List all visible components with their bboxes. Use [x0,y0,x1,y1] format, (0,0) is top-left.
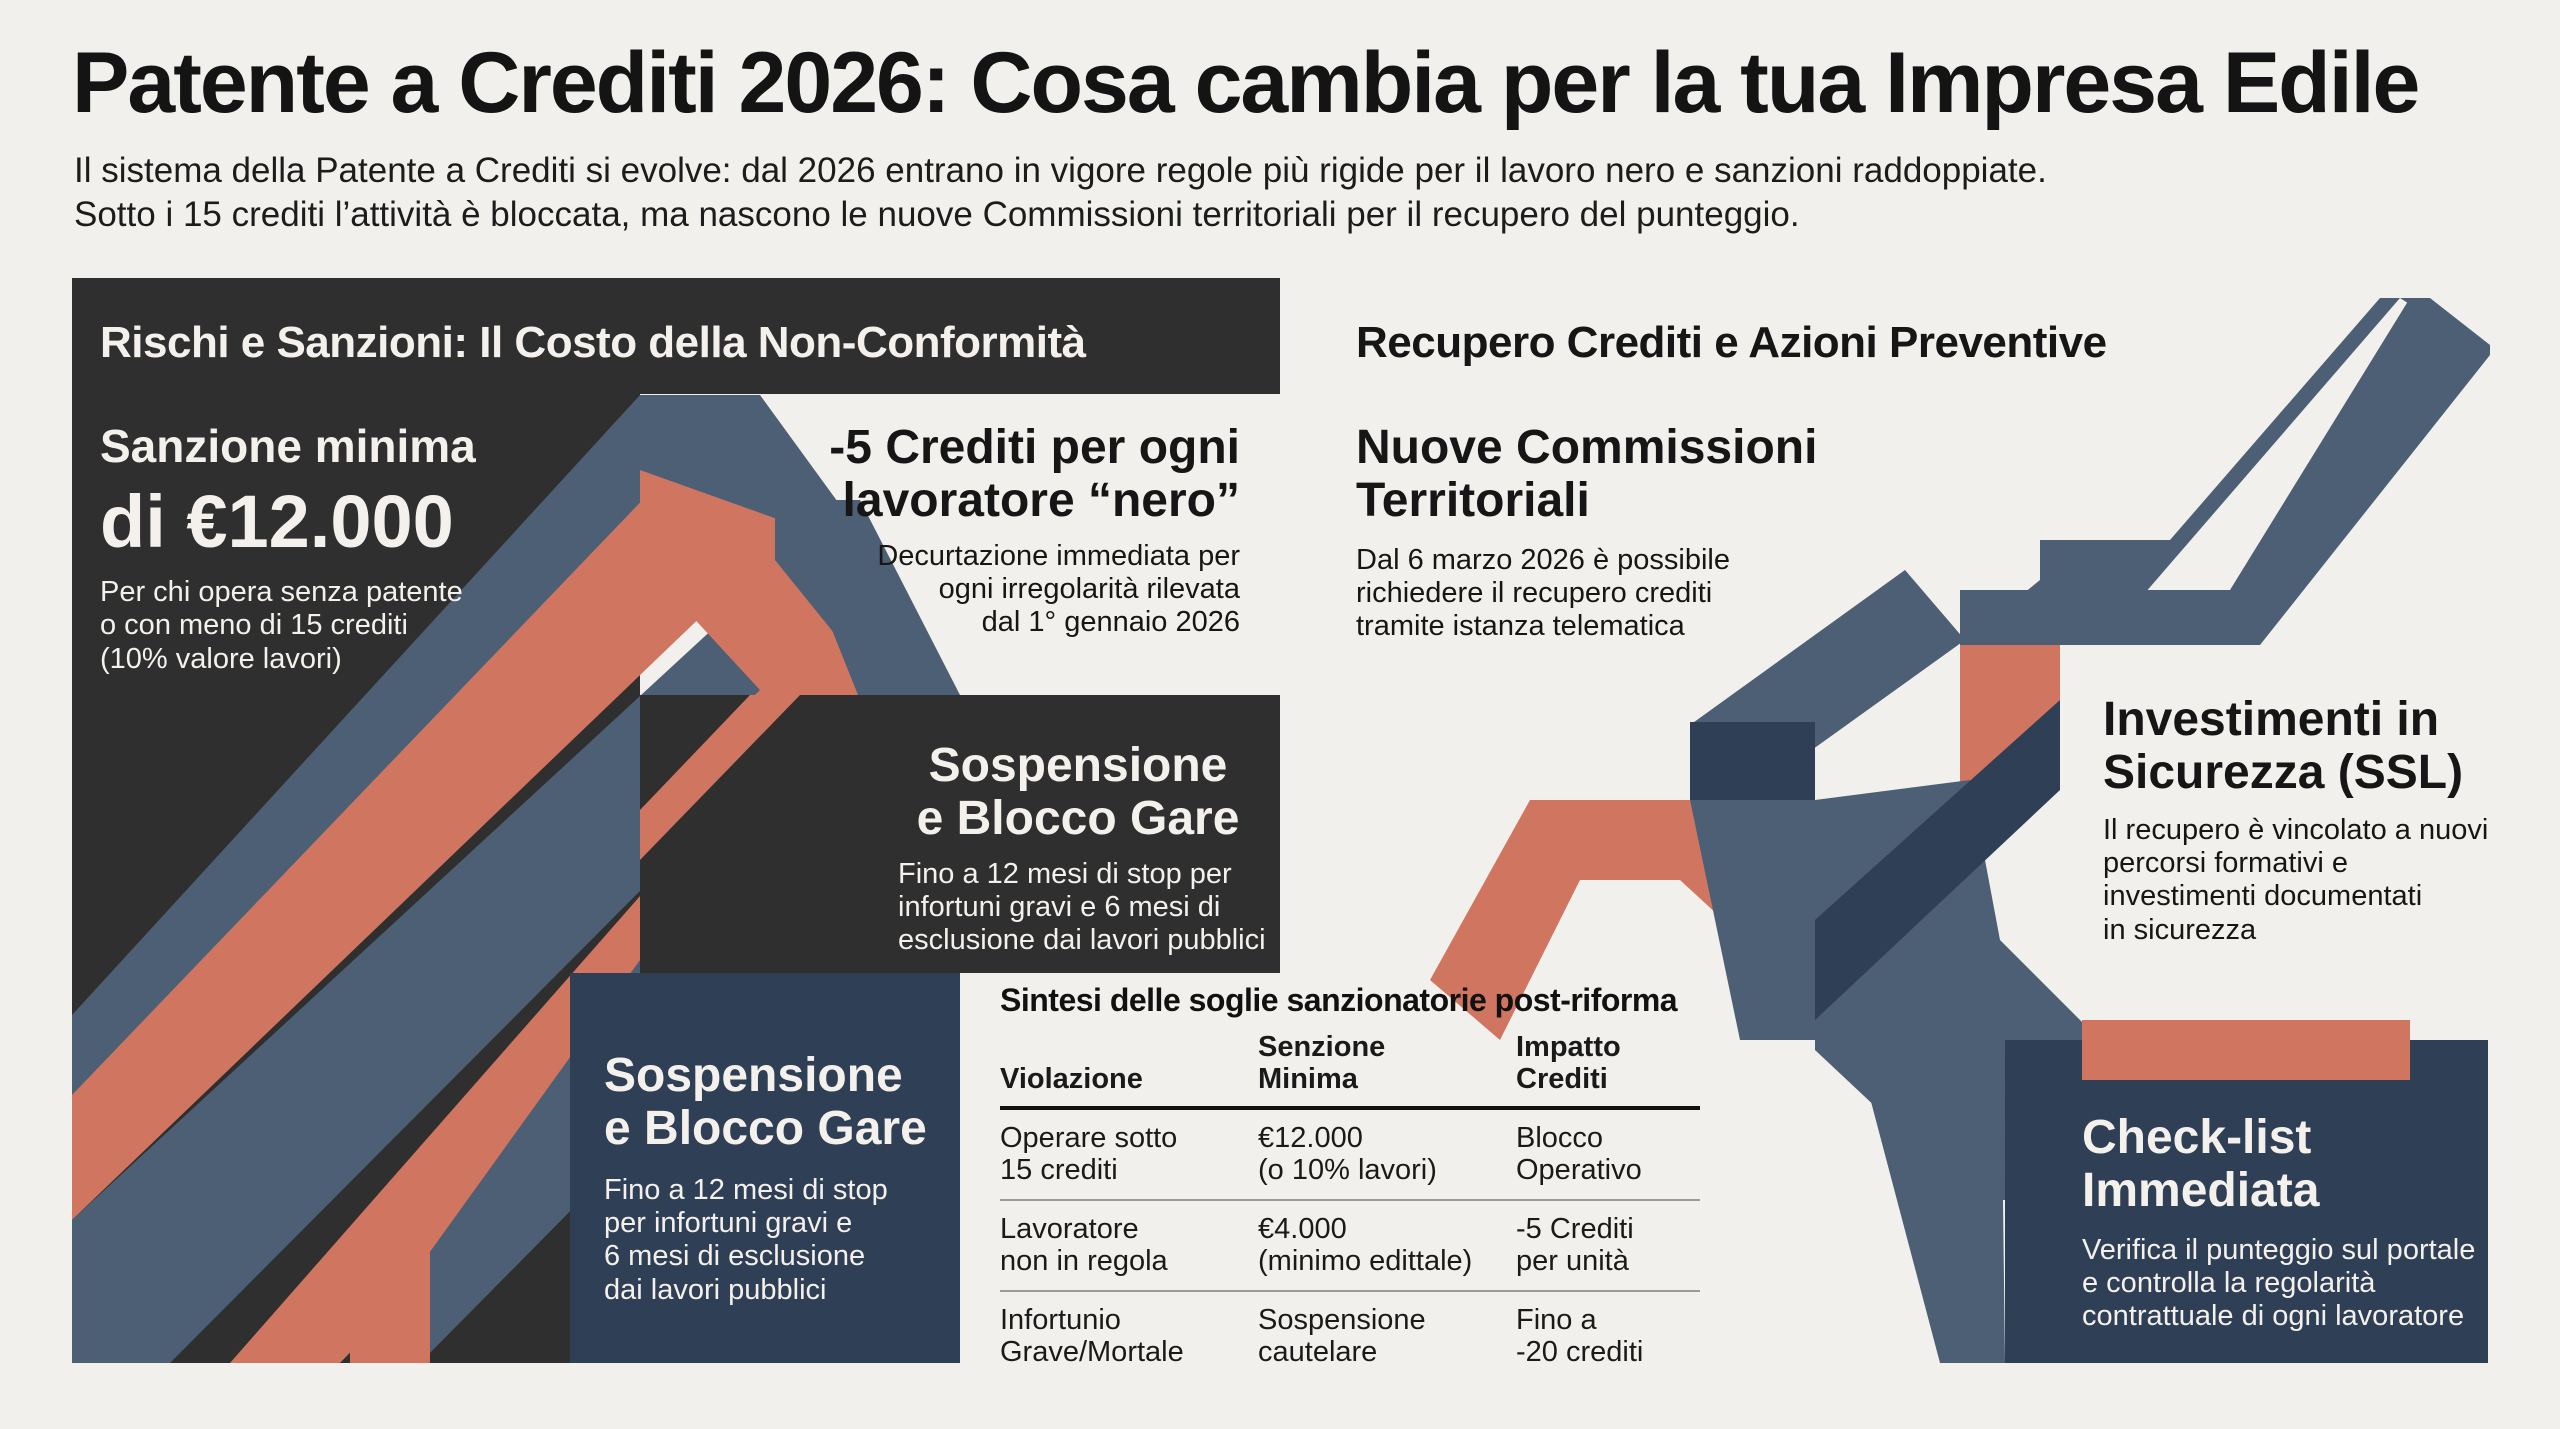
table-cell: -5 Crediti per unità [1516,1212,1634,1278]
table-row: Operare sotto 15 crediti €12.000 (o 10% la… [1000,1108,1700,1200]
sanzione-value: di €12.000 [100,479,454,563]
investimenti-desc-line: investimenti documentati [2103,880,2423,913]
left-section-title: Rischi e Sanzioni: Il Costo della Non-Co… [100,318,1086,367]
checklist-block: Check-list Immediata Verifica il puntegg… [2082,1111,2475,1334]
sospensione-2-desc-line: dai lavori pubblici [604,1273,827,1306]
checklist-description: Verifica il punteggio sul portale e cont… [2082,1234,2475,1334]
right-slate-zig-top [1960,298,2490,645]
investimenti-block: Investimenti in Sicurezza (SSL) Il recup… [2103,693,2488,947]
checklist-title-line: Immediata [2082,1163,2320,1217]
sanzione-label: Sanzione minima [100,420,476,472]
sanzione-desc-line: (10% valore lavori) [100,642,342,675]
page-title: Patente a Crediti 2026: Cosa cambia per … [72,35,2420,131]
sospensione-1-title: Sospensione e Blocco Gare [898,739,1258,846]
sospensione-1-desc-line: esclusione dai lavori pubblici [898,924,1266,957]
investimenti-title-line: Investimenti in [2103,693,2440,746]
sospensione-2-description: Fino a 12 mesi di stop per infortuni gra… [604,1174,927,1307]
table-cell: Sospensione cautelare [1258,1303,1426,1369]
table-row: Lavoratore non in regola €4.000 (minimo ed… [1000,1200,1700,1291]
checklist-title-line: Check-list [2082,1111,2312,1164]
table-cell: Lavoratore non in regola [1000,1212,1168,1278]
sospensione-1-title-line: e Blocco Gare [916,791,1240,845]
table-cell: €12.000 (o 10% lavori) [1258,1121,1437,1187]
right-section-title: Recupero Crediti e Azioni Preventive [1356,318,2107,367]
checklist-desc-line: e controlla la regolarità [2082,1266,2376,1299]
crediti-description: Decurtazione immediata per ogni irregola… [829,540,1240,640]
navy-box-sospensione-2 [570,973,960,1363]
right-coral-bar [2082,1020,2410,1080]
investimenti-desc-line: percorsi formativi e [2103,846,2348,879]
investimenti-desc-line: Il recupero è vincolato a nuovi [2103,813,2489,846]
commissioni-block: Nuove Commissioni Territoriali Dal 6 mar… [1356,421,1818,644]
sospensione-2-title-line: Sospensione [604,1049,903,1102]
right-slate-drop [1860,960,2005,1363]
commissioni-title-line: Territoriali [1356,473,1590,527]
crediti-nero-block: -5 Crediti per ogni lavoratore “nero” De… [829,421,1240,640]
table-cell: Operare sotto 15 crediti [1000,1121,1178,1187]
sanzione-desc-line: o con meno di 15 crediti [100,609,408,642]
right-navy-checklist-box [2005,1040,2488,1363]
investimenti-description: Il recupero è vincolato a nuovi percorsi… [2103,814,2488,947]
right-slate-lower [1690,800,1815,1040]
crediti-title-line: lavoratore “nero” [842,473,1240,527]
left-coral-strip [350,1220,430,1363]
sanzione-minima-block: Sanzione minima di €12.000 Per chi opera… [100,420,476,676]
commissioni-description: Dal 6 marzo 2026 è possibile richiedere … [1356,544,1817,644]
subtitle-line-1: Il sistema della Patente a Crediti si ev… [74,151,2047,190]
sospensione-2-desc-line: per infortuni gravi e [604,1206,853,1239]
investimenti-desc-line: in sicurezza [2103,913,2257,946]
table-cell: €4.000 (minimo edittale) [1258,1212,1473,1278]
commissioni-desc-line: tramite istanza telematica [1356,610,1685,643]
checklist-desc-line: contrattuale di ogni lavoratore [2082,1300,2465,1333]
commissioni-title-line: Nuove Commissioni [1356,421,1818,474]
sospensione-2-title-line: e Blocco Gare [604,1101,927,1155]
sanzione-description: Per chi opera senza patente o con meno d… [100,576,476,676]
commissioni-title: Nuove Commissioni Territoriali [1356,421,1818,528]
subtitle-line-2: Sotto i 15 crediti l’attività è bloccata… [74,195,1800,234]
table-header-sanzione: Senzione Minima [1258,1031,1386,1096]
chevron-slate-arrow [780,500,960,700]
coral-wedge [640,695,800,860]
sospensione-block-2: Sospensione e Blocco Gare Fino a 12 mesi… [604,1049,927,1307]
left-header-bar [72,278,1280,394]
crediti-title: -5 Crediti per ogni lavoratore “nero” [829,421,1240,528]
sospensione-2-title: Sospensione e Blocco Gare [604,1049,927,1156]
sospensione-2-desc-line: Fino a 12 mesi di stop [604,1173,888,1206]
crediti-desc-line: dal 1° gennaio 2026 [981,606,1240,639]
right-navy-square [1690,722,1815,800]
table-header-impatto: Impatto Crediti [1516,1031,1621,1096]
right-navy-diag [1815,700,2060,1020]
investimenti-title: Investimenti in Sicurezza (SSL) [2103,693,2488,800]
sospensione-2-desc-line: 6 mesi di esclusione [604,1240,866,1273]
table-cell: Fino a -20 crediti [1516,1303,1644,1369]
investimenti-title-line: Sicurezza (SSL) [2103,745,2464,799]
crediti-desc-line: ogni irregolarità rilevata [938,572,1240,605]
sospensione-1-description: Fino a 12 mesi di stop per infortuni gra… [898,858,1266,958]
table-title: Sintesi delle soglie sanzionatorie post-… [1000,982,1678,1018]
sospensione-block-1: Sospensione e Blocco Gare Fino a 12 mesi… [898,739,1266,958]
table-header-row: Violazione Senzione Minima Impatto Crediti [1000,1031,1700,1108]
sospensione-1-desc-line: Fino a 12 mesi di stop per [898,857,1232,890]
left-coral-band-1 [72,440,760,1220]
commissioni-desc-line: richiedere il recupero crediti [1356,576,1713,609]
checklist-desc-line: Verifica il punteggio sul portale [2082,1233,2476,1266]
sospensione-1-desc-line: infortuni gravi e 6 mesi di [898,890,1221,923]
sospensione-1-title-line: Sospensione [928,739,1228,792]
commissioni-desc-line: Dal 6 marzo 2026 è possibile [1356,543,1730,576]
table-header-violazione: Violazione [1000,1063,1143,1096]
sanctions-table: Violazione Senzione Minima Impatto Crediti… [1000,1031,1700,1381]
table-row: Infortunio Grave/Mortale Sospensione caute… [1000,1291,1700,1381]
checklist-title: Check-list Immediata [2082,1111,2475,1218]
right-slate-rise [1960,298,2490,645]
crediti-desc-line: Decurtazione immediata per [877,539,1240,572]
sanzione-desc-line: Per chi opera senza patente [100,575,463,608]
table-cell: Infortunio Grave/Mortale [1000,1303,1184,1369]
sanctions-summary-table-block: Sintesi delle soglie sanzionatorie post-… [1000,982,1700,1381]
crediti-title-line: -5 Crediti per ogni [829,421,1240,474]
table-cell: Blocco Operativo [1516,1121,1642,1187]
